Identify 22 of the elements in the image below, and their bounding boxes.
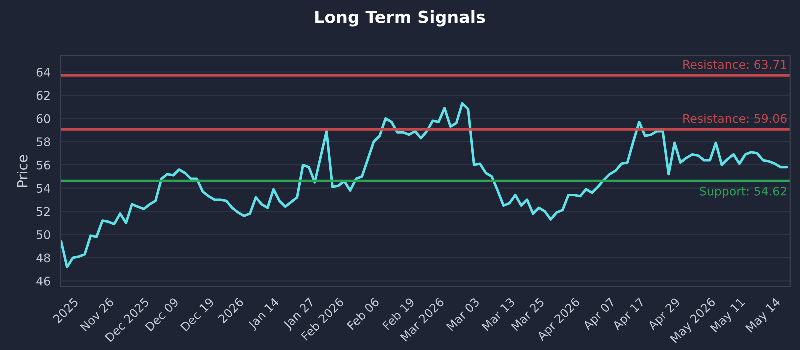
x-tick-label: Apr 17 [612,298,647,332]
x-tick-label: Feb 06 [346,297,380,330]
line-series [60,102,788,269]
ref-line-label: Support: 54.62 [700,186,786,198]
y-tick-label: 58 [36,138,50,147]
y-tick-label: 54 [36,184,50,193]
x-tick-label: Jan 14 [247,297,282,332]
ref-line-label: Resistance: 59.06 [684,114,787,124]
y-tick-label: 52 [36,207,50,216]
y-tick-label: 56 [36,160,50,170]
y-tick-label: 60 [36,114,50,124]
x-tick-label: Mar 03 [446,298,480,332]
x-tick-label: Nov 26 [80,297,115,332]
y-tick-label: 48 [36,254,50,263]
y-tick-label: 64 [36,68,50,77]
y-tick-label: 46 [36,276,50,286]
y-tick-label: 62 [36,91,50,100]
y-axis-title: Price [17,155,28,188]
y-tick-label: 50 [36,230,50,240]
ref-line-label: Resistance: 63.71 [684,60,787,70]
chart-title: Long Term Signals [316,10,486,27]
x-tick-label: Dec 19 [180,297,215,332]
